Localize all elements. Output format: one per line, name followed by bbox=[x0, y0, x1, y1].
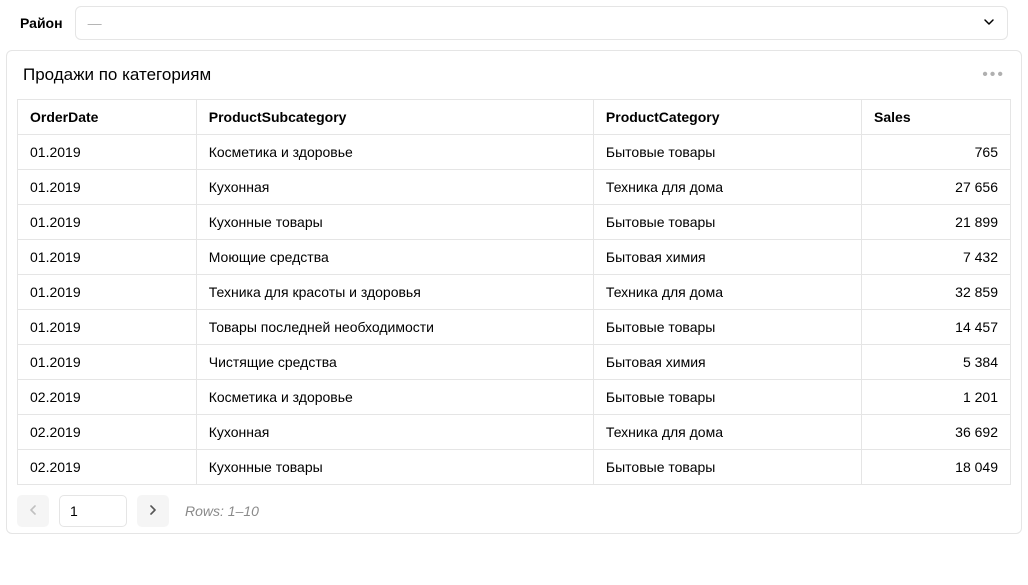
table-row: 01.2019Чистящие средстваБытовая химия5 3… bbox=[18, 345, 1011, 380]
table-row: 02.2019Косметика и здоровьеБытовые товар… bbox=[18, 380, 1011, 415]
filter-label: Район bbox=[20, 15, 63, 31]
table-cell: 02.2019 bbox=[18, 415, 197, 450]
more-icon[interactable]: ••• bbox=[982, 66, 1005, 84]
table-header-row: OrderDate ProductSubcategory ProductCate… bbox=[18, 100, 1011, 135]
table-cell: 02.2019 bbox=[18, 380, 197, 415]
table-cell: Бытовая химия bbox=[593, 345, 861, 380]
table-cell: Косметика и здоровье bbox=[196, 380, 593, 415]
table-cell: Бытовые товары bbox=[593, 135, 861, 170]
col-sales[interactable]: Sales bbox=[862, 100, 1011, 135]
table-cell: Техника для дома bbox=[593, 415, 861, 450]
table-cell: 01.2019 bbox=[18, 135, 197, 170]
table-cell: 765 bbox=[862, 135, 1011, 170]
prev-page-button[interactable] bbox=[17, 495, 49, 527]
chevron-left-icon bbox=[28, 504, 38, 519]
sales-panel: Продажи по категориям ••• OrderDate Prod… bbox=[6, 50, 1022, 534]
table-cell: 5 384 bbox=[862, 345, 1011, 380]
table-cell: Товары последней необходимости bbox=[196, 310, 593, 345]
table-cell: 01.2019 bbox=[18, 310, 197, 345]
table-cell: 01.2019 bbox=[18, 170, 197, 205]
table-row: 01.2019Кухонные товарыБытовые товары21 8… bbox=[18, 205, 1011, 240]
table-cell: 01.2019 bbox=[18, 345, 197, 380]
table-row: 01.2019Техника для красоты и здоровьяТех… bbox=[18, 275, 1011, 310]
table-cell: Косметика и здоровье bbox=[196, 135, 593, 170]
table-cell: Чистящие средства bbox=[196, 345, 593, 380]
table-cell: Бытовые товары bbox=[593, 205, 861, 240]
table-row: 02.2019Кухонные товарыБытовые товары18 0… bbox=[18, 450, 1011, 485]
sales-table: OrderDate ProductSubcategory ProductCate… bbox=[17, 99, 1011, 485]
table-cell: 18 049 bbox=[862, 450, 1011, 485]
table-cell: 27 656 bbox=[862, 170, 1011, 205]
table-cell: 1 201 bbox=[862, 380, 1011, 415]
table-cell: 21 899 bbox=[862, 205, 1011, 240]
filter-bar: Район — bbox=[6, 6, 1022, 50]
table-cell: 14 457 bbox=[862, 310, 1011, 345]
table-footer: Rows: 1–10 bbox=[7, 485, 1021, 533]
page-input[interactable] bbox=[59, 495, 127, 527]
table-cell: 01.2019 bbox=[18, 275, 197, 310]
table-cell: Бытовая химия bbox=[593, 240, 861, 275]
panel-header: Продажи по категориям ••• bbox=[7, 51, 1021, 99]
table-cell: 36 692 bbox=[862, 415, 1011, 450]
table-cell: 32 859 bbox=[862, 275, 1011, 310]
table-cell: 7 432 bbox=[862, 240, 1011, 275]
table-cell: Бытовые товары bbox=[593, 450, 861, 485]
table-cell: 02.2019 bbox=[18, 450, 197, 485]
table-cell: Кухонные товары bbox=[196, 450, 593, 485]
table-row: 01.2019Моющие средстваБытовая химия7 432 bbox=[18, 240, 1011, 275]
table-cell: Кухонная bbox=[196, 170, 593, 205]
table-cell: 01.2019 bbox=[18, 240, 197, 275]
district-select[interactable]: — bbox=[75, 6, 1008, 40]
table-cell: Техника для дома bbox=[593, 275, 861, 310]
table-cell: Бытовые товары bbox=[593, 310, 861, 345]
table-cell: Кухонные товары bbox=[196, 205, 593, 240]
table-cell: 01.2019 bbox=[18, 205, 197, 240]
table-cell: Техника для красоты и здоровья bbox=[196, 275, 593, 310]
col-productsubcategory[interactable]: ProductSubcategory bbox=[196, 100, 593, 135]
table-row: 01.2019КухоннаяТехника для дома27 656 bbox=[18, 170, 1011, 205]
rows-range-label: Rows: 1–10 bbox=[185, 503, 259, 519]
panel-title: Продажи по категориям bbox=[23, 65, 211, 85]
table-row: 01.2019Косметика и здоровьеБытовые товар… bbox=[18, 135, 1011, 170]
next-page-button[interactable] bbox=[137, 495, 169, 527]
col-orderdate[interactable]: OrderDate bbox=[18, 100, 197, 135]
table-row: 02.2019КухоннаяТехника для дома36 692 bbox=[18, 415, 1011, 450]
table-cell: Бытовые товары bbox=[593, 380, 861, 415]
select-placeholder: — bbox=[88, 15, 102, 31]
chevron-down-icon bbox=[983, 15, 995, 31]
col-productcategory[interactable]: ProductCategory bbox=[593, 100, 861, 135]
table-container: OrderDate ProductSubcategory ProductCate… bbox=[7, 99, 1021, 485]
table-cell: Техника для дома bbox=[593, 170, 861, 205]
table-cell: Кухонная bbox=[196, 415, 593, 450]
table-row: 01.2019Товары последней необходимостиБыт… bbox=[18, 310, 1011, 345]
chevron-right-icon bbox=[148, 504, 158, 519]
table-cell: Моющие средства bbox=[196, 240, 593, 275]
